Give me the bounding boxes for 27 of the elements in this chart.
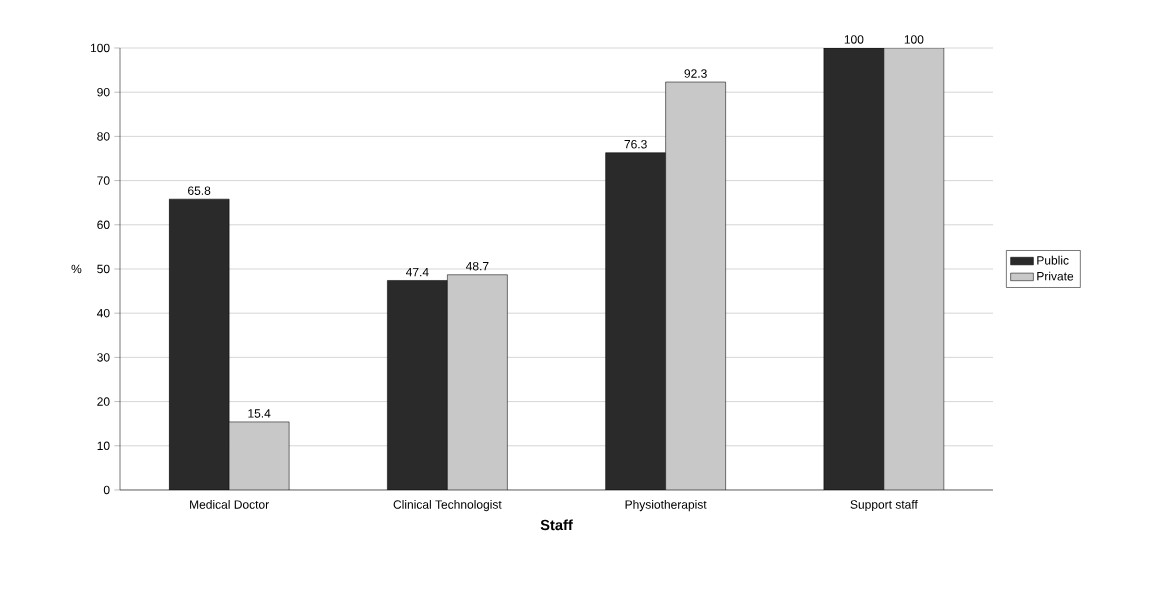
y-tick-label: 90 [97,87,110,97]
data-label: 65.8 [188,186,211,195]
y-tick-label: 50 [97,264,110,274]
y-axis-title: % [71,264,82,274]
y-tick-label: 10 [97,441,110,451]
x-tick-label: Medical Doctor [190,499,269,509]
y-tick-label: 80 [97,132,110,141]
y-tick-label: 20 [97,397,110,406]
y-tick-label: 30 [97,353,110,362]
y-tick-label: 100 [90,43,110,53]
y-tick-label: 40 [96,308,110,318]
data-label: 100 [904,35,924,44]
data-label: 48.7 [465,261,489,271]
x-tick-label: Clinical Technologist [393,499,502,512]
legend-label: Private [1037,271,1074,281]
legend-label: Public [1037,255,1069,265]
x-tick-label: Physiotherapist [625,499,707,512]
y-tick-label: 70 [97,176,110,185]
x-tick-label: Support staff [850,499,918,512]
y-tick-label: 60 [97,220,110,230]
data-label: 47.4 [405,267,429,277]
data-label: 76.3 [624,139,647,149]
x-axis-title: Staff [540,519,573,531]
data-label: 100 [844,35,864,44]
y-tick-label: 0 [103,485,110,495]
data-label: 15.4 [248,409,271,418]
data-label: 92.3 [684,69,707,78]
